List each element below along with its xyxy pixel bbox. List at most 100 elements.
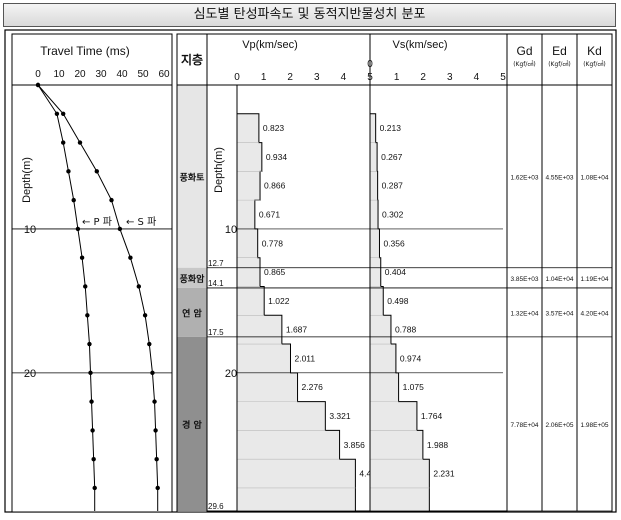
p-wave-point bbox=[71, 197, 76, 203]
vs-data-label: 0.788 bbox=[395, 325, 417, 335]
layer-band bbox=[177, 85, 207, 268]
vs-data-label: 2.231 bbox=[433, 469, 455, 479]
travel-time-depth-tick: 20 bbox=[24, 368, 36, 380]
p-wave-point bbox=[90, 428, 95, 433]
vp-data-label: 1.022 bbox=[268, 296, 290, 306]
moduli-ed-value: 1.04E+04 bbox=[545, 276, 573, 283]
vp-data-label: 0.778 bbox=[262, 238, 284, 248]
p-wave-point bbox=[79, 255, 85, 260]
moduli-header-name: Gd bbox=[516, 44, 532, 58]
vp-label-bg bbox=[263, 151, 290, 162]
vs-label-bg bbox=[400, 382, 427, 393]
moduli-table-frame bbox=[506, 33, 613, 513]
vp-label-bg bbox=[260, 123, 287, 134]
s-wave-annotation: ← S 파 bbox=[126, 216, 156, 228]
vs-data-label: 0.267 bbox=[381, 152, 403, 162]
vp-label-bg bbox=[292, 353, 319, 364]
p-wave-point bbox=[83, 284, 88, 289]
s-wave-point bbox=[35, 82, 41, 88]
vs-label-bg bbox=[418, 411, 445, 422]
travel-time-tick-label: 10 bbox=[53, 69, 65, 80]
vp-data-label: 2.011 bbox=[294, 353, 315, 363]
s-wave-point bbox=[147, 341, 152, 347]
vp-data-label: 0.934 bbox=[266, 152, 288, 162]
p-wave-point bbox=[54, 111, 60, 116]
moduli-ed-value: 4.55E+03 bbox=[545, 174, 573, 181]
vp-data-label: 0.823 bbox=[263, 123, 285, 133]
travel-time-tick-label: 50 bbox=[137, 69, 149, 80]
p-wave-point bbox=[85, 313, 90, 318]
vs-label-bg bbox=[424, 439, 451, 450]
s-wave-point bbox=[154, 456, 159, 462]
layer-depth-label: 14.1 bbox=[208, 279, 224, 288]
p-wave-annotation: ← P 파 bbox=[82, 216, 112, 228]
vp-label-bg bbox=[262, 267, 289, 278]
moduli-gd-value: 7.78E+04 bbox=[510, 422, 538, 429]
vs-label-bg bbox=[379, 151, 406, 162]
moduli-header-unit: (Kgf/㎠) bbox=[548, 60, 571, 68]
layer-band bbox=[177, 287, 207, 337]
vp-label-bg bbox=[283, 324, 310, 335]
vs-tick-label: 1 bbox=[394, 72, 400, 83]
vs-axis-title: Vs(km/sec) bbox=[393, 39, 448, 51]
travel-time-tick-label: 30 bbox=[95, 69, 107, 80]
vp-label-bg bbox=[341, 439, 368, 450]
vp-data-label: 3.856 bbox=[344, 440, 366, 450]
vp-depth-axis-label: Depth(m) bbox=[213, 147, 225, 193]
vs-data-label: 1.988 bbox=[427, 440, 449, 450]
figure-title: 심도별 탄성파속도 및 동적지반물성치 분포 bbox=[3, 3, 616, 27]
vp-label-bg bbox=[299, 382, 326, 393]
vs-label-bg bbox=[392, 324, 419, 335]
vs-tick-label: 3 bbox=[447, 72, 453, 83]
vp-label-bg bbox=[259, 238, 286, 249]
vp-label-bg bbox=[262, 180, 289, 191]
vs-label-bg bbox=[382, 267, 409, 278]
moduli-ed-value: 3.57E+04 bbox=[545, 310, 573, 317]
s-wave-point bbox=[136, 284, 141, 289]
vs-tick-label: 5 bbox=[500, 72, 506, 83]
p-wave-point bbox=[87, 341, 92, 347]
travel-time-tick-label: 0 bbox=[35, 69, 41, 80]
layer-name: 연 암 bbox=[182, 307, 202, 319]
p-wave-point bbox=[61, 140, 66, 145]
s-wave-point bbox=[128, 255, 133, 260]
vs-data-label: 0.213 bbox=[380, 123, 402, 133]
vs-area bbox=[370, 113, 430, 511]
vs-label-bg bbox=[381, 238, 408, 249]
vp-label-bg bbox=[256, 209, 283, 220]
s-wave-point bbox=[77, 140, 83, 145]
vs-data-label: 1.075 bbox=[403, 382, 425, 392]
vp-tick-label: 1 bbox=[261, 72, 267, 83]
vs-data-label: 0.498 bbox=[387, 296, 409, 306]
vs-label-bg bbox=[385, 295, 412, 306]
vp-data-label: 3.321 bbox=[329, 411, 351, 421]
s-wave-point bbox=[61, 111, 66, 116]
vp-area bbox=[237, 113, 356, 511]
moduli-ed-value: 2.06E+05 bbox=[545, 422, 573, 429]
s-wave-point bbox=[117, 226, 123, 232]
moduli-header-name: Kd bbox=[587, 44, 602, 58]
vp-axis-title: Vp(km/sec) bbox=[242, 39, 298, 51]
moduli-header-unit: (Kgf/㎠) bbox=[513, 60, 536, 68]
moduli-kd-value: 4.20E+04 bbox=[580, 310, 608, 317]
vs-label-bg bbox=[379, 180, 406, 191]
vs-data-label: 0.287 bbox=[382, 181, 404, 191]
vp-data-label: 0.671 bbox=[259, 210, 281, 220]
vs-data-label: 0.404 bbox=[385, 267, 407, 277]
vp-data-label: 0.866 bbox=[264, 181, 286, 191]
moduli-kd-value: 1.98E+05 bbox=[580, 422, 608, 429]
vs-data-label: 0.974 bbox=[400, 353, 422, 363]
vp-tick-label: 4 bbox=[341, 72, 347, 83]
travel-time-depth-tick: 10 bbox=[24, 224, 36, 236]
vp-data-label: 0.865 bbox=[264, 267, 286, 277]
vs-tick-label: 4 bbox=[474, 72, 480, 83]
moduli-kd-value: 1.08E+04 bbox=[580, 174, 608, 181]
moduli-gd-value: 3.85E+03 bbox=[510, 276, 538, 283]
vp-tick-label: 0 bbox=[234, 72, 240, 83]
p-wave-point bbox=[89, 399, 94, 404]
layer-name: 경 암 bbox=[182, 419, 202, 431]
travel-time-tick-label: 60 bbox=[158, 69, 170, 80]
p-wave-point bbox=[75, 226, 81, 232]
layer-depth-label: 12.7 bbox=[208, 259, 224, 268]
